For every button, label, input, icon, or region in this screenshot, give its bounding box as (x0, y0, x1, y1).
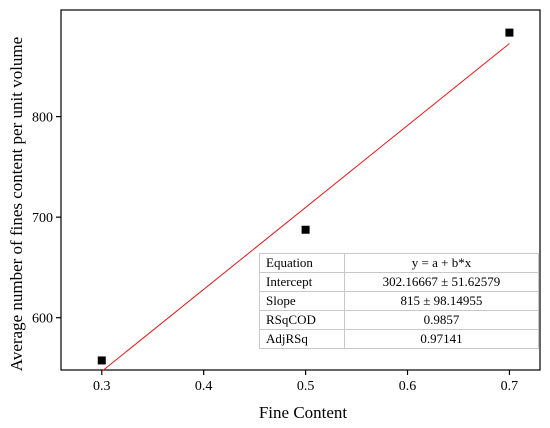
x-tick-label: 0.4 (195, 379, 213, 394)
fit-table-value: 0.9857 (344, 310, 539, 330)
axes (60, 9, 541, 371)
fit-table-row: Intercept 302.16667 ± 51.62579 (259, 272, 539, 292)
y-tick-label: 700 (32, 211, 53, 226)
plot-frame (60, 9, 541, 371)
fit-table-key: Slope (259, 291, 345, 311)
x-axis-label: Fine Content (259, 403, 348, 422)
data-points (97, 28, 514, 365)
fit-table-row: RSqCOD 0.9857 (259, 310, 539, 330)
data-point (505, 28, 514, 37)
fit-line-group (101, 43, 510, 372)
fit-table-key: RSqCOD (259, 310, 345, 330)
data-point (301, 225, 310, 234)
fit-table-row: Slope 815 ± 98.14955 (259, 291, 539, 311)
fit-table-key: Intercept (259, 272, 345, 292)
fit-table-value: 302.16667 ± 51.62579 (344, 272, 539, 292)
tick-marks: 0.3 0.4 0.5 0.6 0.7 600 700 800 (32, 111, 518, 394)
fit-table-key: Equation (259, 253, 345, 273)
x-tick-label: 0.5 (297, 379, 315, 394)
fit-table-value: 815 ± 98.14955 (344, 291, 539, 311)
fit-table-row: Equation y = a + b*x (259, 253, 539, 273)
x-tick-label: 0.7 (501, 379, 519, 394)
fit-table-value: 0.97141 (344, 329, 539, 349)
x-tick-label: 0.6 (399, 379, 417, 394)
y-tick-label: 800 (32, 111, 53, 126)
fit-statistics-table: Equation y = a + b*x Intercept 302.16667 ± … (259, 253, 539, 349)
fit-line (101, 43, 510, 372)
fit-table-key: AdjRSq (259, 329, 345, 349)
x-tick-label: 0.3 (93, 379, 111, 394)
fit-table-row: AdjRSq 0.97141 (259, 329, 539, 349)
fit-table-value: y = a + b*x (344, 253, 539, 273)
y-axis-label: Average number of fines content per unit… (7, 37, 26, 371)
y-tick-label: 600 (32, 312, 53, 327)
data-point (97, 356, 106, 365)
